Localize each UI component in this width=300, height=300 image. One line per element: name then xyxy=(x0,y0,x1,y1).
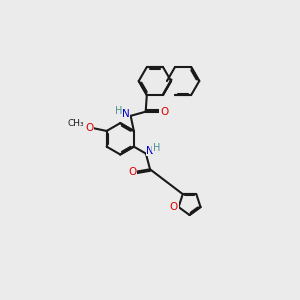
Text: N: N xyxy=(146,146,154,156)
Text: H: H xyxy=(116,106,123,116)
Text: O: O xyxy=(160,107,168,117)
Text: N: N xyxy=(122,109,129,119)
Text: O: O xyxy=(128,167,136,177)
Text: O: O xyxy=(170,202,178,212)
Text: CH₃: CH₃ xyxy=(68,119,85,128)
Text: H: H xyxy=(153,143,160,153)
Text: O: O xyxy=(85,123,93,133)
